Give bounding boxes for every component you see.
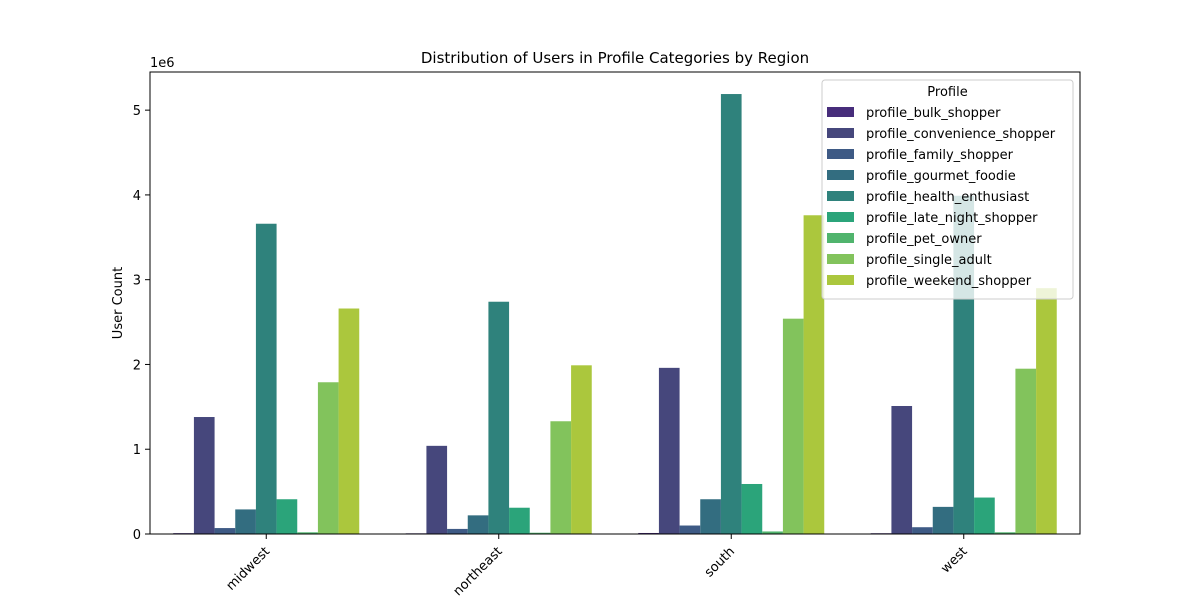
legend-label-profile_health_enthusiast: profile_health_enthusiast xyxy=(866,190,1029,205)
bar-profile_single_adult-south xyxy=(782,318,804,534)
legend-swatch-profile_family_shopper xyxy=(827,149,854,159)
bar-profile_health_enthusiast-south xyxy=(720,94,742,534)
legend-box xyxy=(821,79,1074,300)
y-tick-label: 2 xyxy=(133,358,141,373)
legend-label-profile_single_adult: profile_single_adult xyxy=(866,253,992,268)
bar-profile_gourmet_foodie-south xyxy=(700,499,721,534)
legend-swatch-profile_gourmet_foodie xyxy=(827,170,854,180)
y-axis-label: User Count xyxy=(111,267,126,339)
legend-label-profile_family_shopper: profile_family_shopper xyxy=(866,148,1014,163)
bar-profile_single_adult-midwest xyxy=(317,382,339,534)
bar-profile_family_shopper-south xyxy=(679,525,701,534)
bar-profile_pet_owner-midwest xyxy=(297,532,318,534)
bar-profile_single_adult-west xyxy=(1015,368,1037,534)
bar-profile_weekend_shopper-west xyxy=(1036,288,1057,534)
x-tick-label-south: south xyxy=(702,544,738,580)
x-tick-label-west: west xyxy=(938,544,970,576)
legend-swatch-profile_pet_owner xyxy=(827,233,854,243)
legend-swatch-profile_health_enthusiast xyxy=(827,191,854,201)
y-axis-multiplier: 1e6 xyxy=(150,56,175,71)
legend-swatch-profile_single_adult xyxy=(827,254,854,264)
legend-swatch-profile_bulk_shopper xyxy=(827,107,854,117)
y-tick-label: 4 xyxy=(133,189,141,204)
bar-profile_single_adult-northeast xyxy=(550,421,572,534)
bar-profile_health_enthusiast-midwest xyxy=(255,223,277,535)
legend-label-profile_pet_owner: profile_pet_owner xyxy=(866,232,982,247)
bar-profile_convenience_shopper-south xyxy=(658,367,680,534)
legend-label-profile_weekend_shopper: profile_weekend_shopper xyxy=(866,274,1032,289)
bar-profile_family_shopper-northeast xyxy=(447,528,468,534)
legend-label-profile_gourmet_foodie: profile_gourmet_foodie xyxy=(866,169,1016,184)
bar-profile_late_night_shopper-west xyxy=(974,497,995,534)
legend-label-profile_bulk_shopper: profile_bulk_shopper xyxy=(866,106,1001,121)
bar-profile_bulk_shopper-south xyxy=(638,532,659,534)
axes-group xyxy=(149,71,1081,535)
bar-profile_late_night_shopper-midwest xyxy=(276,499,298,534)
bar-profile_late_night_shopper-northeast xyxy=(509,507,530,534)
bar-profile_gourmet_foodie-midwest xyxy=(235,509,256,534)
bar-profile_convenience_shopper-west xyxy=(891,405,913,534)
legend-swatch-profile_weekend_shopper xyxy=(827,275,854,285)
bar-profile_weekend_shopper-northeast xyxy=(571,365,592,534)
chart-title: Distribution of Users in Profile Categor… xyxy=(421,49,809,67)
bar-profile_gourmet_foodie-northeast xyxy=(467,515,489,534)
y-tick-label: 5 xyxy=(133,104,141,119)
bar-profile_pet_owner-south xyxy=(762,531,783,534)
bar-profile_weekend_shopper-south xyxy=(803,215,825,534)
x-ticks: midwest northeast south west xyxy=(224,534,971,599)
bar-profile_gourmet_foodie-west xyxy=(932,506,954,534)
plot-frame xyxy=(149,71,1081,535)
bar-profile_health_enthusiast-northeast xyxy=(488,301,510,534)
legend-items: profile_bulk_shopper profile_convenience_… xyxy=(827,106,1056,289)
y-tick-label: 0 xyxy=(133,528,141,543)
bar-profile_convenience_shopper-northeast xyxy=(426,445,448,534)
bar-profile_pet_owner-west xyxy=(994,532,1016,534)
y-tick-label: 1 xyxy=(133,443,141,458)
legend-title: Profile xyxy=(927,85,967,100)
y-ticks: 0 1 2 3 4 5 xyxy=(133,104,150,543)
bar-profile_family_shopper-west xyxy=(912,527,933,534)
bar-profile_convenience_shopper-midwest xyxy=(193,417,215,534)
bar-profile_pet_owner-northeast xyxy=(529,532,551,534)
y-tick-label: 3 xyxy=(133,274,141,289)
legend-swatch-profile_late_night_shopper xyxy=(827,212,854,222)
bar-profile_family_shopper-midwest xyxy=(214,528,236,534)
legend: Profile profile_bulk_shopper profile_conv… xyxy=(821,79,1074,300)
legend-label-profile_late_night_shopper: profile_late_night_shopper xyxy=(866,211,1038,226)
x-tick-label-northeast: northeast xyxy=(451,544,506,599)
x-tick-label-midwest: midwest xyxy=(224,544,274,594)
legend-label-profile_convenience_shopper: profile_convenience_shopper xyxy=(866,127,1056,142)
bar-profile_weekend_shopper-midwest xyxy=(338,308,360,534)
bar-profile_late_night_shopper-south xyxy=(741,483,763,534)
legend-swatch-profile_convenience_shopper xyxy=(827,128,854,138)
